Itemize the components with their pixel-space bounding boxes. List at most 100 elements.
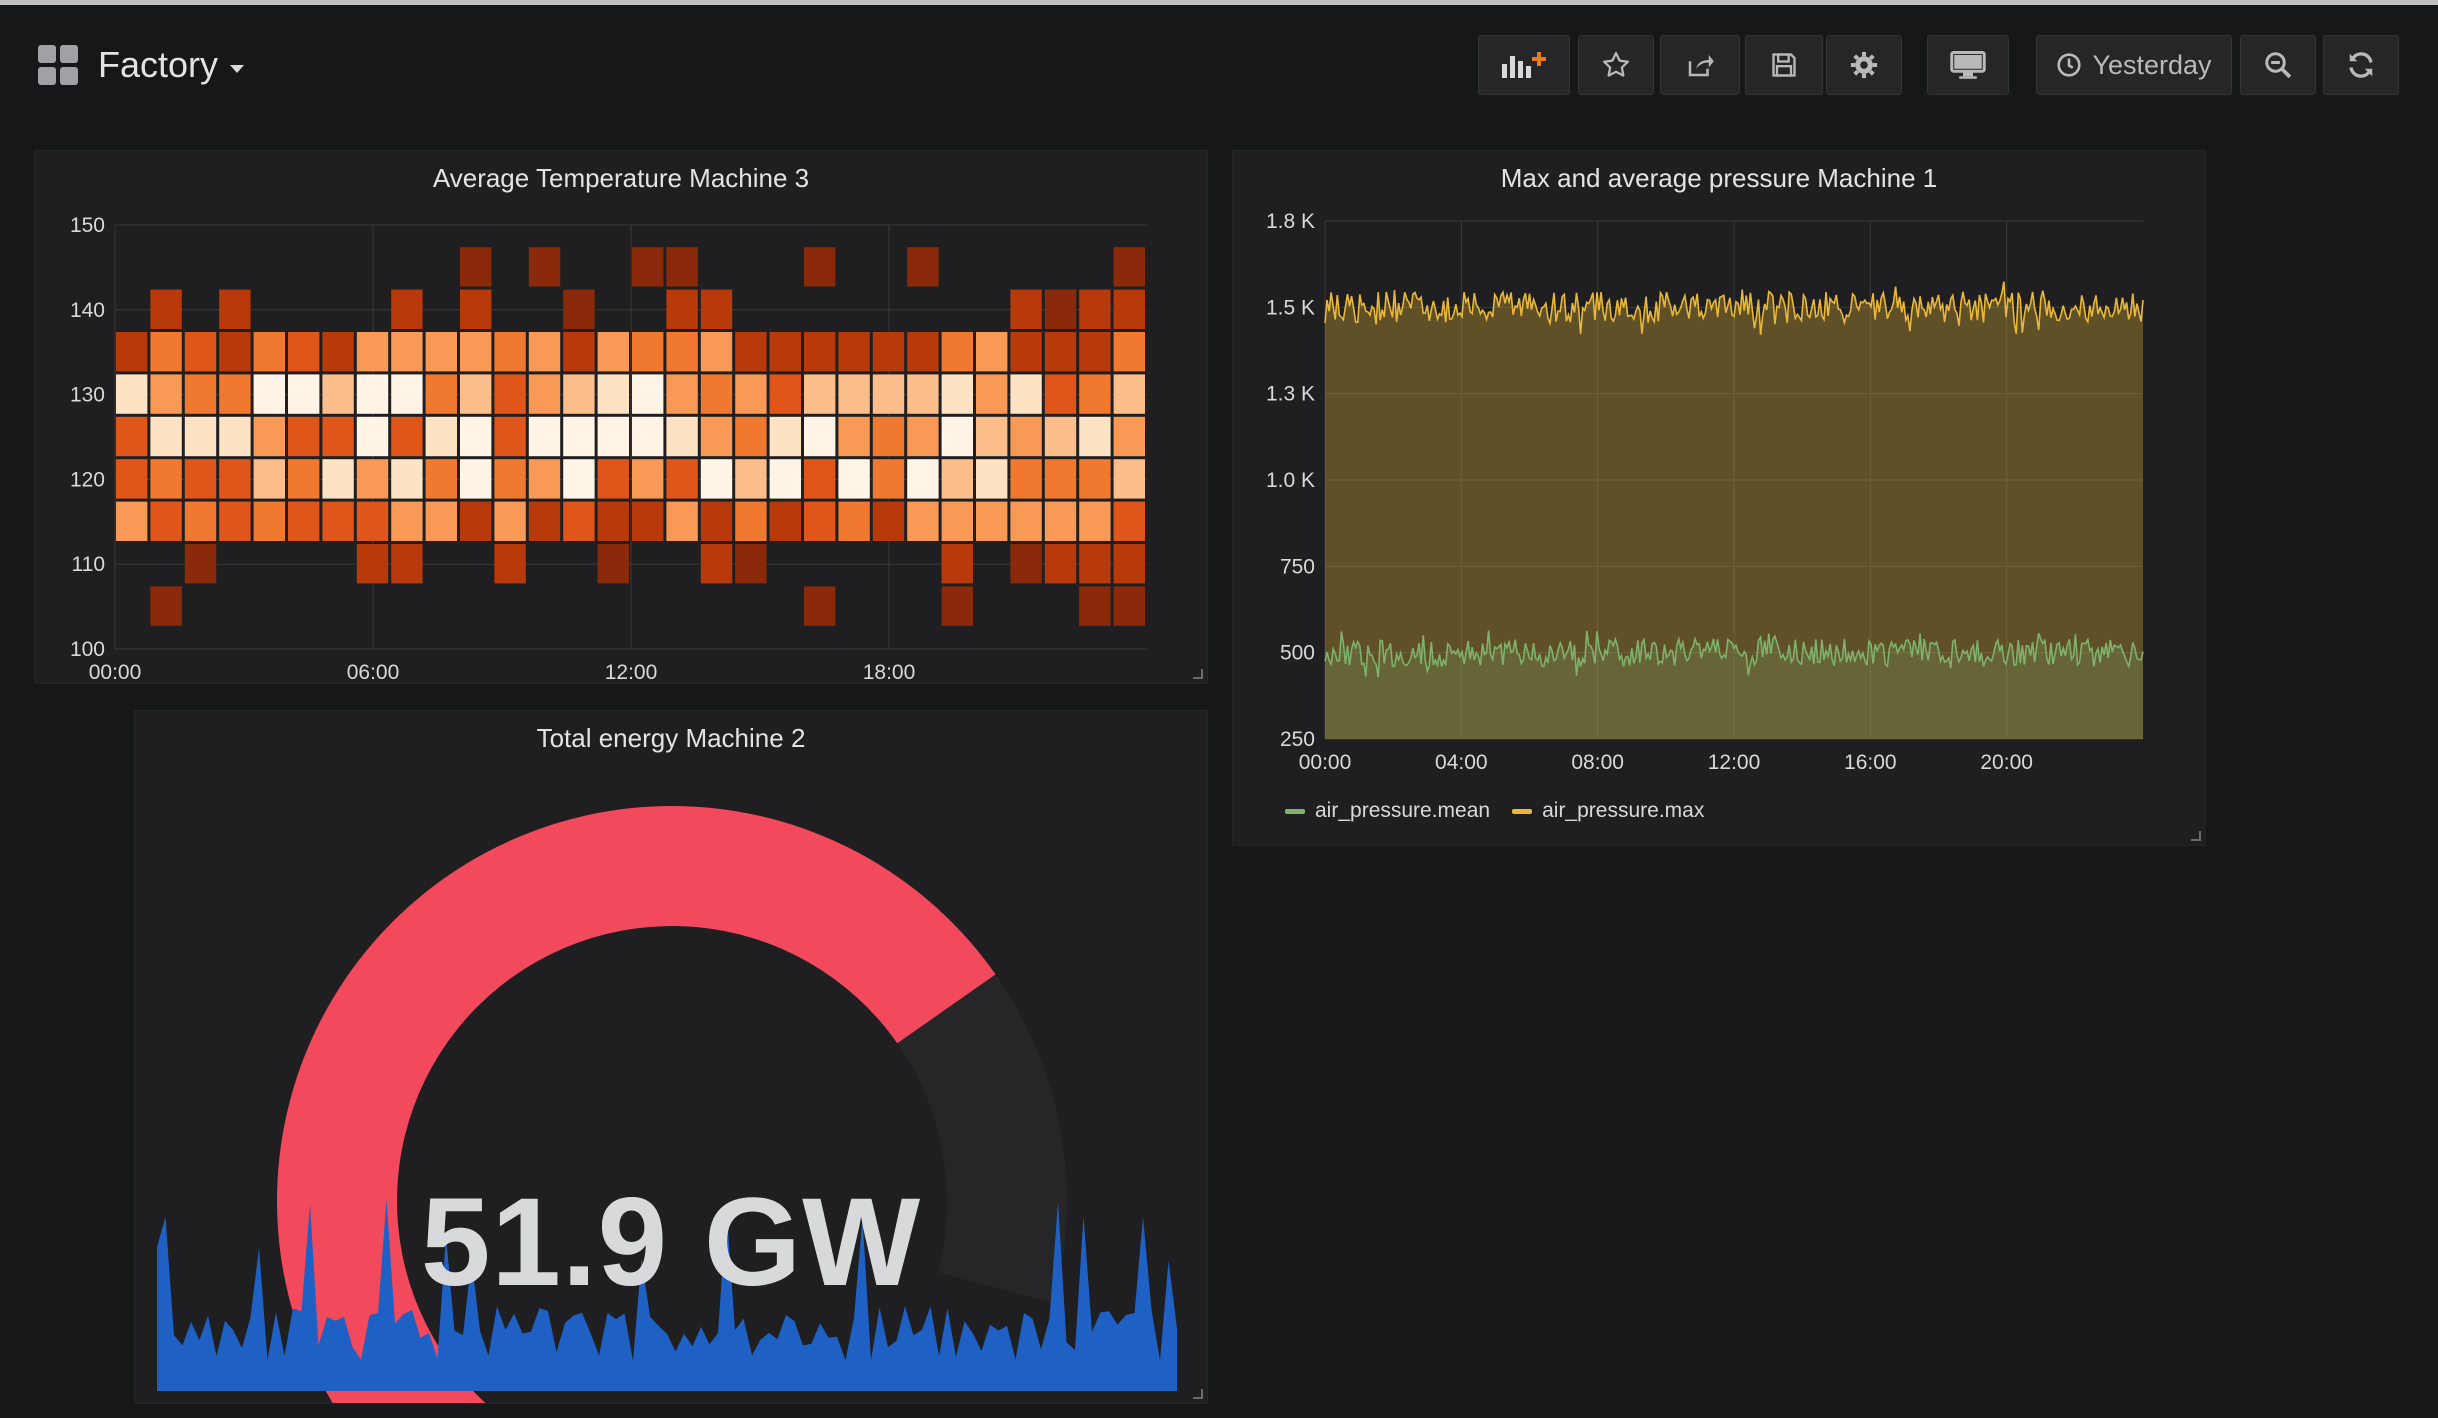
heatmap-cell bbox=[1079, 374, 1111, 414]
heatmap-cell bbox=[253, 416, 285, 457]
heatmap-cell bbox=[391, 289, 423, 329]
legend-item-mean[interactable]: air_pressure.mean bbox=[1285, 799, 1490, 823]
dashboard-picker[interactable]: Factory bbox=[38, 41, 245, 89]
heatmap-cell bbox=[941, 586, 973, 626]
heatmap-cell bbox=[184, 332, 217, 372]
heatmap-cell bbox=[872, 332, 905, 372]
heatmap-cell bbox=[872, 416, 905, 457]
heatmap-cell bbox=[1079, 459, 1111, 499]
resize-handle[interactable] bbox=[1193, 669, 1203, 679]
heatmap-cell bbox=[976, 332, 1008, 372]
heatmap-cell bbox=[219, 332, 251, 372]
heatmap-cell bbox=[563, 332, 595, 372]
heatmap-cell bbox=[288, 459, 320, 499]
heatmap-cell bbox=[288, 374, 320, 414]
x-tick-label: 18:00 bbox=[863, 661, 916, 684]
gear-icon bbox=[1850, 51, 1878, 79]
heatmap-cell bbox=[597, 544, 629, 584]
gauge-panel-title[interactable]: Total energy Machine 2 bbox=[536, 723, 806, 753]
pressure-panel[interactable]: Max and average pressure Machine 1 250 50… bbox=[1232, 150, 2206, 846]
heatmap-cell bbox=[356, 544, 389, 584]
heatmap-cell bbox=[735, 459, 767, 499]
time-range-picker[interactable]: Yesterday bbox=[2036, 35, 2232, 95]
y-tick-label: 120 bbox=[70, 468, 105, 491]
refresh-button[interactable] bbox=[2323, 35, 2399, 95]
heatmap-cell bbox=[804, 501, 836, 541]
heatmap-cell bbox=[769, 374, 801, 414]
heatmap-cell bbox=[528, 332, 561, 372]
heatmap-cell bbox=[838, 374, 870, 414]
heatmap-cell bbox=[1044, 416, 1077, 457]
resize-handle[interactable] bbox=[2191, 831, 2201, 841]
heatmap-cell bbox=[150, 586, 182, 626]
heatmap-cell bbox=[494, 459, 526, 499]
star-button[interactable] bbox=[1578, 35, 1654, 95]
y-tick-label: 1.5 K bbox=[1266, 296, 1315, 319]
heatmap-cell bbox=[460, 289, 492, 329]
heatmap-cell bbox=[632, 374, 664, 414]
heatmap-cell bbox=[1113, 459, 1145, 499]
heatmap-cell bbox=[1044, 332, 1077, 372]
heatmap-cell bbox=[666, 332, 698, 372]
heatmap-cell bbox=[460, 374, 492, 414]
y-tick-label: 1.0 K bbox=[1266, 469, 1315, 492]
heatmap-cell bbox=[838, 332, 870, 372]
share-button[interactable] bbox=[1660, 35, 1740, 95]
heatmap-cell bbox=[700, 289, 733, 329]
pressure-panel-title[interactable]: Max and average pressure Machine 1 bbox=[1500, 163, 1938, 193]
heatmap-cell bbox=[356, 501, 389, 541]
settings-button[interactable] bbox=[1826, 35, 1902, 95]
y-tick-label: 500 bbox=[1280, 642, 1315, 665]
heatmap-cell bbox=[322, 501, 354, 541]
heatmap-cell bbox=[425, 459, 457, 499]
heatmap-cell bbox=[632, 332, 664, 372]
heatmap-cell bbox=[976, 416, 1008, 457]
heatmap-cell bbox=[666, 289, 698, 329]
heatmap-cell bbox=[1113, 332, 1145, 372]
monitor-icon bbox=[1950, 51, 1986, 79]
save-button[interactable] bbox=[1745, 35, 1823, 95]
heatmap-cell bbox=[219, 501, 251, 541]
heatmap-cell bbox=[184, 501, 217, 541]
heatmap-panel-title[interactable]: Average Temperature Machine 3 bbox=[432, 163, 810, 193]
heatmap-cell bbox=[184, 459, 217, 499]
pressure-legend: air_pressure.mean air_pressure.max bbox=[1285, 799, 1726, 823]
heatmap-cell bbox=[563, 416, 595, 457]
mean-area bbox=[1325, 630, 2143, 739]
heatmap-cell bbox=[1079, 501, 1111, 541]
tv-mode-button[interactable] bbox=[1927, 35, 2009, 95]
heatmap-cell bbox=[356, 459, 389, 499]
heatmap-cell bbox=[1010, 289, 1042, 329]
zoom-out-button[interactable] bbox=[2240, 35, 2316, 95]
resize-handle[interactable] bbox=[1193, 1389, 1203, 1399]
add-panel-button[interactable] bbox=[1478, 35, 1570, 95]
heatmap-cell bbox=[425, 416, 457, 457]
heatmap-cell bbox=[632, 416, 664, 457]
heatmap-cell bbox=[356, 416, 389, 457]
heatmap-cell bbox=[735, 332, 767, 372]
heatmap-cell bbox=[804, 459, 836, 499]
heatmap-cell bbox=[425, 332, 457, 372]
heatmap-cell bbox=[494, 501, 526, 541]
heatmap-cell bbox=[425, 501, 457, 541]
heatmap-cell bbox=[391, 416, 423, 457]
legend-label-mean: air_pressure.mean bbox=[1315, 799, 1491, 822]
heatmap-cell bbox=[184, 374, 217, 414]
heatmap-cell bbox=[700, 332, 733, 372]
heatmap-cell bbox=[288, 332, 320, 372]
heatmap-cell bbox=[116, 416, 148, 457]
sparkline-area bbox=[157, 1198, 1177, 1391]
legend-item-max[interactable]: air_pressure.max bbox=[1512, 799, 1704, 823]
heatmap-cell bbox=[872, 501, 905, 541]
gauge-panel[interactable]: Total energy Machine 2 51.9 GW bbox=[134, 710, 1208, 1404]
heatmap-cell bbox=[769, 416, 801, 457]
heatmap-cell bbox=[597, 374, 629, 414]
heatmap-cell bbox=[494, 332, 526, 372]
x-tick-label: 08:00 bbox=[1571, 751, 1624, 774]
heatmap-cell bbox=[1010, 416, 1042, 457]
heatmap-cell bbox=[872, 459, 905, 499]
heatmap-cell bbox=[632, 501, 664, 541]
heatmap-panel[interactable]: Average Temperature Machine 3 150 140 130 1… bbox=[34, 150, 1208, 684]
heatmap-cell bbox=[1113, 374, 1145, 414]
